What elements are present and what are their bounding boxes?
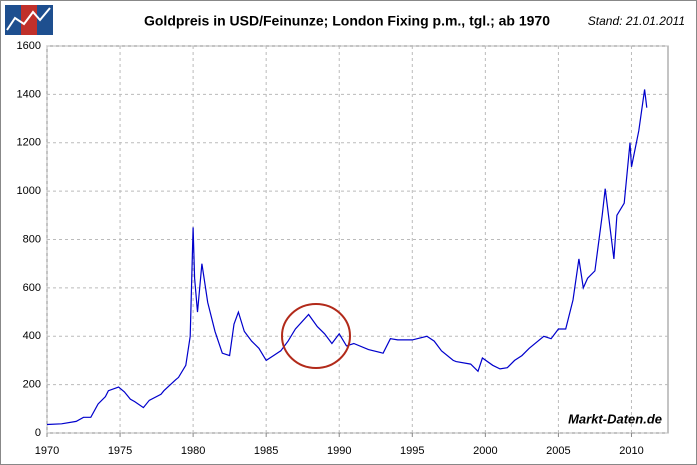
watermark: Markt-Daten.de [568, 411, 662, 426]
x-tick-label: 1995 [400, 445, 424, 457]
x-tick-label: 1970 [35, 445, 59, 457]
x-tick-label: 1975 [108, 445, 132, 457]
line [46, 89, 648, 426]
logo [5, 5, 53, 35]
plot-area [46, 45, 669, 434]
y-tick-label: 600 [23, 282, 41, 294]
y-tick-label: 400 [23, 330, 41, 342]
x-tick-label: 1985 [254, 445, 278, 457]
chart-title: Goldpreis in USD/Feinunze; London Fixing… [144, 13, 550, 29]
y-tick-label: 1200 [17, 137, 41, 149]
x-tick-label: 1980 [181, 445, 205, 457]
x-tick-label: 1990 [327, 445, 351, 457]
y-tick-label: 0 [35, 427, 41, 439]
highlight-circle [281, 303, 351, 369]
y-tick-label: 1400 [17, 88, 41, 100]
x-tick-label: 2000 [473, 445, 497, 457]
y-tick-label: 200 [23, 379, 41, 391]
x-tick-label: 2010 [619, 445, 643, 457]
subtitle: Stand: 21.01.2011 [588, 14, 685, 28]
y-tick-label: 800 [23, 233, 41, 245]
y-tick-label: 1600 [17, 40, 41, 52]
x-tick-label: 2005 [546, 445, 570, 457]
y-tick-label: 1000 [17, 185, 41, 197]
